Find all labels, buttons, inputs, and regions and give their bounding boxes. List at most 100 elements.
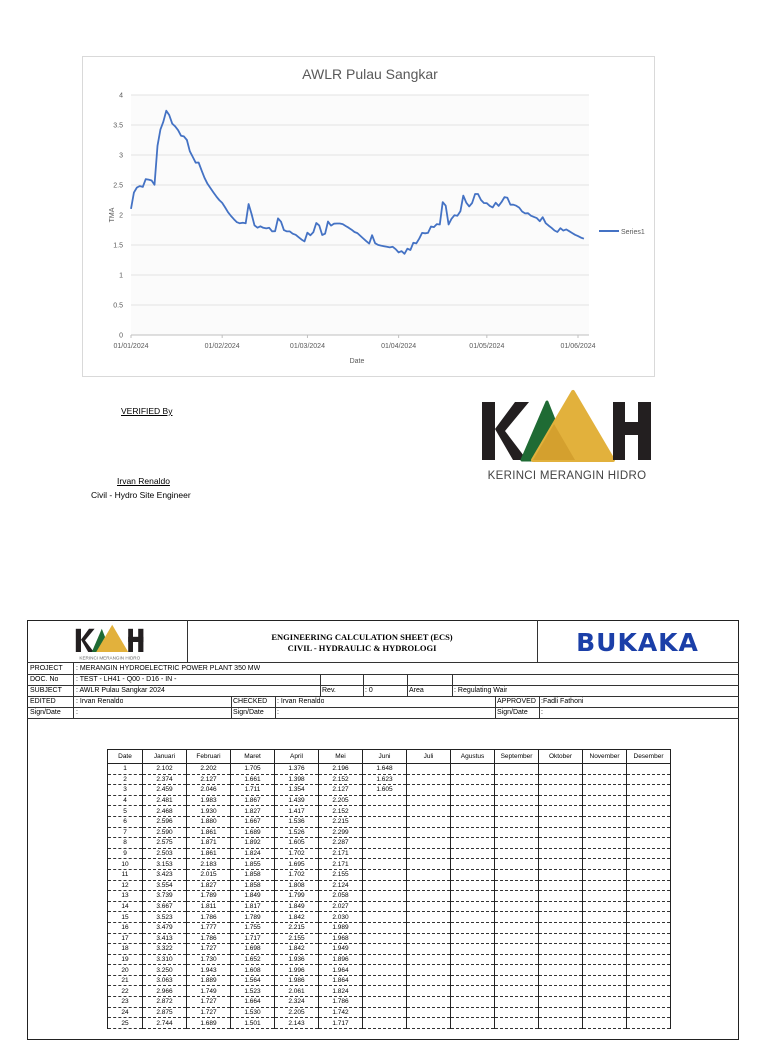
table-cell: 15 xyxy=(107,911,143,923)
table-cell: 2.215 xyxy=(318,816,363,828)
table-cell xyxy=(626,954,671,966)
approved-label: APPROVED xyxy=(497,698,536,705)
edited-value: : Irvan Renaldo xyxy=(76,698,124,705)
approved-sign-value: : xyxy=(541,709,543,716)
table-cell xyxy=(494,774,539,786)
table-cell xyxy=(626,827,671,839)
table-cell xyxy=(362,848,407,860)
table-cell: 1.705 xyxy=(230,763,275,775)
table-cell: 1.824 xyxy=(318,985,363,998)
area-label: Area xyxy=(409,687,424,694)
chart-svg: 0 0.5 1 1.5 2 2.5 3 3.5 4 01/01/2024 01/02/2024 01/… xyxy=(109,66,645,365)
table-row: 23 2.872 1.727 1.664 2.324 1.786 xyxy=(107,996,671,1008)
table-cell xyxy=(362,805,407,817)
table-cell xyxy=(362,837,407,849)
table-cell xyxy=(582,869,627,881)
table-cell: 1.523 xyxy=(230,985,275,998)
table-cell: 1.695 xyxy=(274,858,319,870)
table-cell: 2.966 xyxy=(142,985,187,998)
table-cell: 2.058 xyxy=(318,890,363,902)
table-cell: 1.717 xyxy=(230,933,275,945)
table-row: 18 3.322 1.727 1.698 1.842 1.949 xyxy=(107,943,671,955)
table-cell xyxy=(450,774,495,786)
table-cell xyxy=(450,763,495,775)
table-cell: 12 xyxy=(107,880,143,892)
table-cell: 16 xyxy=(107,922,143,934)
table-cell xyxy=(450,996,495,1008)
doc-value: : TEST - LH41 - Q00 - D16 - IN - xyxy=(76,676,177,683)
table-cell: 2.205 xyxy=(318,795,363,807)
table-cell: 3.523 xyxy=(142,911,187,923)
table-cell xyxy=(362,1017,407,1029)
table-cell xyxy=(494,975,539,987)
y-tick-label: 0 xyxy=(119,333,123,340)
table-cell: 2.152 xyxy=(318,805,363,817)
table-cell xyxy=(538,911,583,923)
table-cell xyxy=(450,827,495,839)
table-cell xyxy=(362,1007,407,1019)
column-header-desember: Desember xyxy=(626,749,671,764)
subject-label: SUBJECT xyxy=(30,687,62,694)
table-cell: 1.730 xyxy=(186,954,231,966)
doc-label: DOC. No xyxy=(30,676,59,683)
table-row: 13 3.739 1.789 1.849 1.799 2.058 xyxy=(107,890,671,902)
table-cell xyxy=(450,954,495,966)
table-cell: 2.215 xyxy=(274,922,319,934)
table-cell: 1 xyxy=(107,763,143,775)
table-cell xyxy=(626,816,671,828)
table-cell xyxy=(450,816,495,828)
table-cell xyxy=(582,858,627,870)
table-cell xyxy=(362,816,407,828)
table-cell xyxy=(582,933,627,945)
table-cell xyxy=(494,816,539,828)
table-cell xyxy=(582,880,627,892)
table-cell: 1.827 xyxy=(186,880,231,892)
table-cell xyxy=(626,784,671,796)
chart-awlr: 0 0.5 1 1.5 2 2.5 3 3.5 4 01/01/2024 01/02/2024 01/… xyxy=(82,56,655,377)
table-cell xyxy=(582,763,627,775)
table-cell: 1.727 xyxy=(186,1007,231,1019)
table-cell xyxy=(582,901,627,913)
table-cell: 1.849 xyxy=(230,890,275,902)
table-cell: 3.479 xyxy=(142,922,187,934)
table-cell xyxy=(626,890,671,902)
table-cell xyxy=(450,890,495,902)
table-cell xyxy=(538,848,583,860)
table-cell: 3 xyxy=(107,784,143,796)
table-cell: 2.481 xyxy=(142,795,187,807)
table-cell xyxy=(494,784,539,796)
table-cell: 11 xyxy=(107,869,143,881)
table-cell: 1.376 xyxy=(274,763,319,775)
checked-sign-value: : xyxy=(277,709,279,716)
table-header-row: Date Januari Februari Maret April Mei Juni Juli… xyxy=(107,749,671,764)
table-cell: 1.861 xyxy=(186,827,231,839)
table-cell xyxy=(626,1017,671,1029)
table-cell xyxy=(626,985,671,998)
table-cell: 2.127 xyxy=(186,774,231,786)
table-cell: 2.202 xyxy=(186,763,231,775)
table-cell xyxy=(362,933,407,945)
series-line xyxy=(130,109,585,255)
table-cell: 5 xyxy=(107,805,143,817)
table-cell xyxy=(406,1017,451,1029)
verifier-role: Civil - Hydro Site Engineer xyxy=(91,490,191,500)
table-cell: 2.468 xyxy=(142,805,187,817)
table-cell xyxy=(582,784,627,796)
table-cell: 2.324 xyxy=(274,996,319,1008)
table-cell: 2.143 xyxy=(274,1017,319,1029)
table-cell: 13 xyxy=(107,890,143,902)
table-cell: 1.964 xyxy=(318,964,363,976)
table-cell xyxy=(626,763,671,775)
table-cell: 2.171 xyxy=(318,848,363,860)
table-cell xyxy=(582,848,627,860)
table-cell: 1.968 xyxy=(318,933,363,945)
table-cell: 1.858 xyxy=(230,869,275,881)
table-cell xyxy=(494,985,539,998)
table-cell xyxy=(538,890,583,902)
table-cell xyxy=(582,922,627,934)
table-cell xyxy=(450,795,495,807)
x-axis-label: Date xyxy=(350,358,365,365)
edited-sign-value: : xyxy=(76,709,78,716)
table-cell: 2.205 xyxy=(274,1007,319,1019)
table-row: 3 2.459 2.046 1.711 1.354 2.127 1.605 xyxy=(107,784,671,796)
